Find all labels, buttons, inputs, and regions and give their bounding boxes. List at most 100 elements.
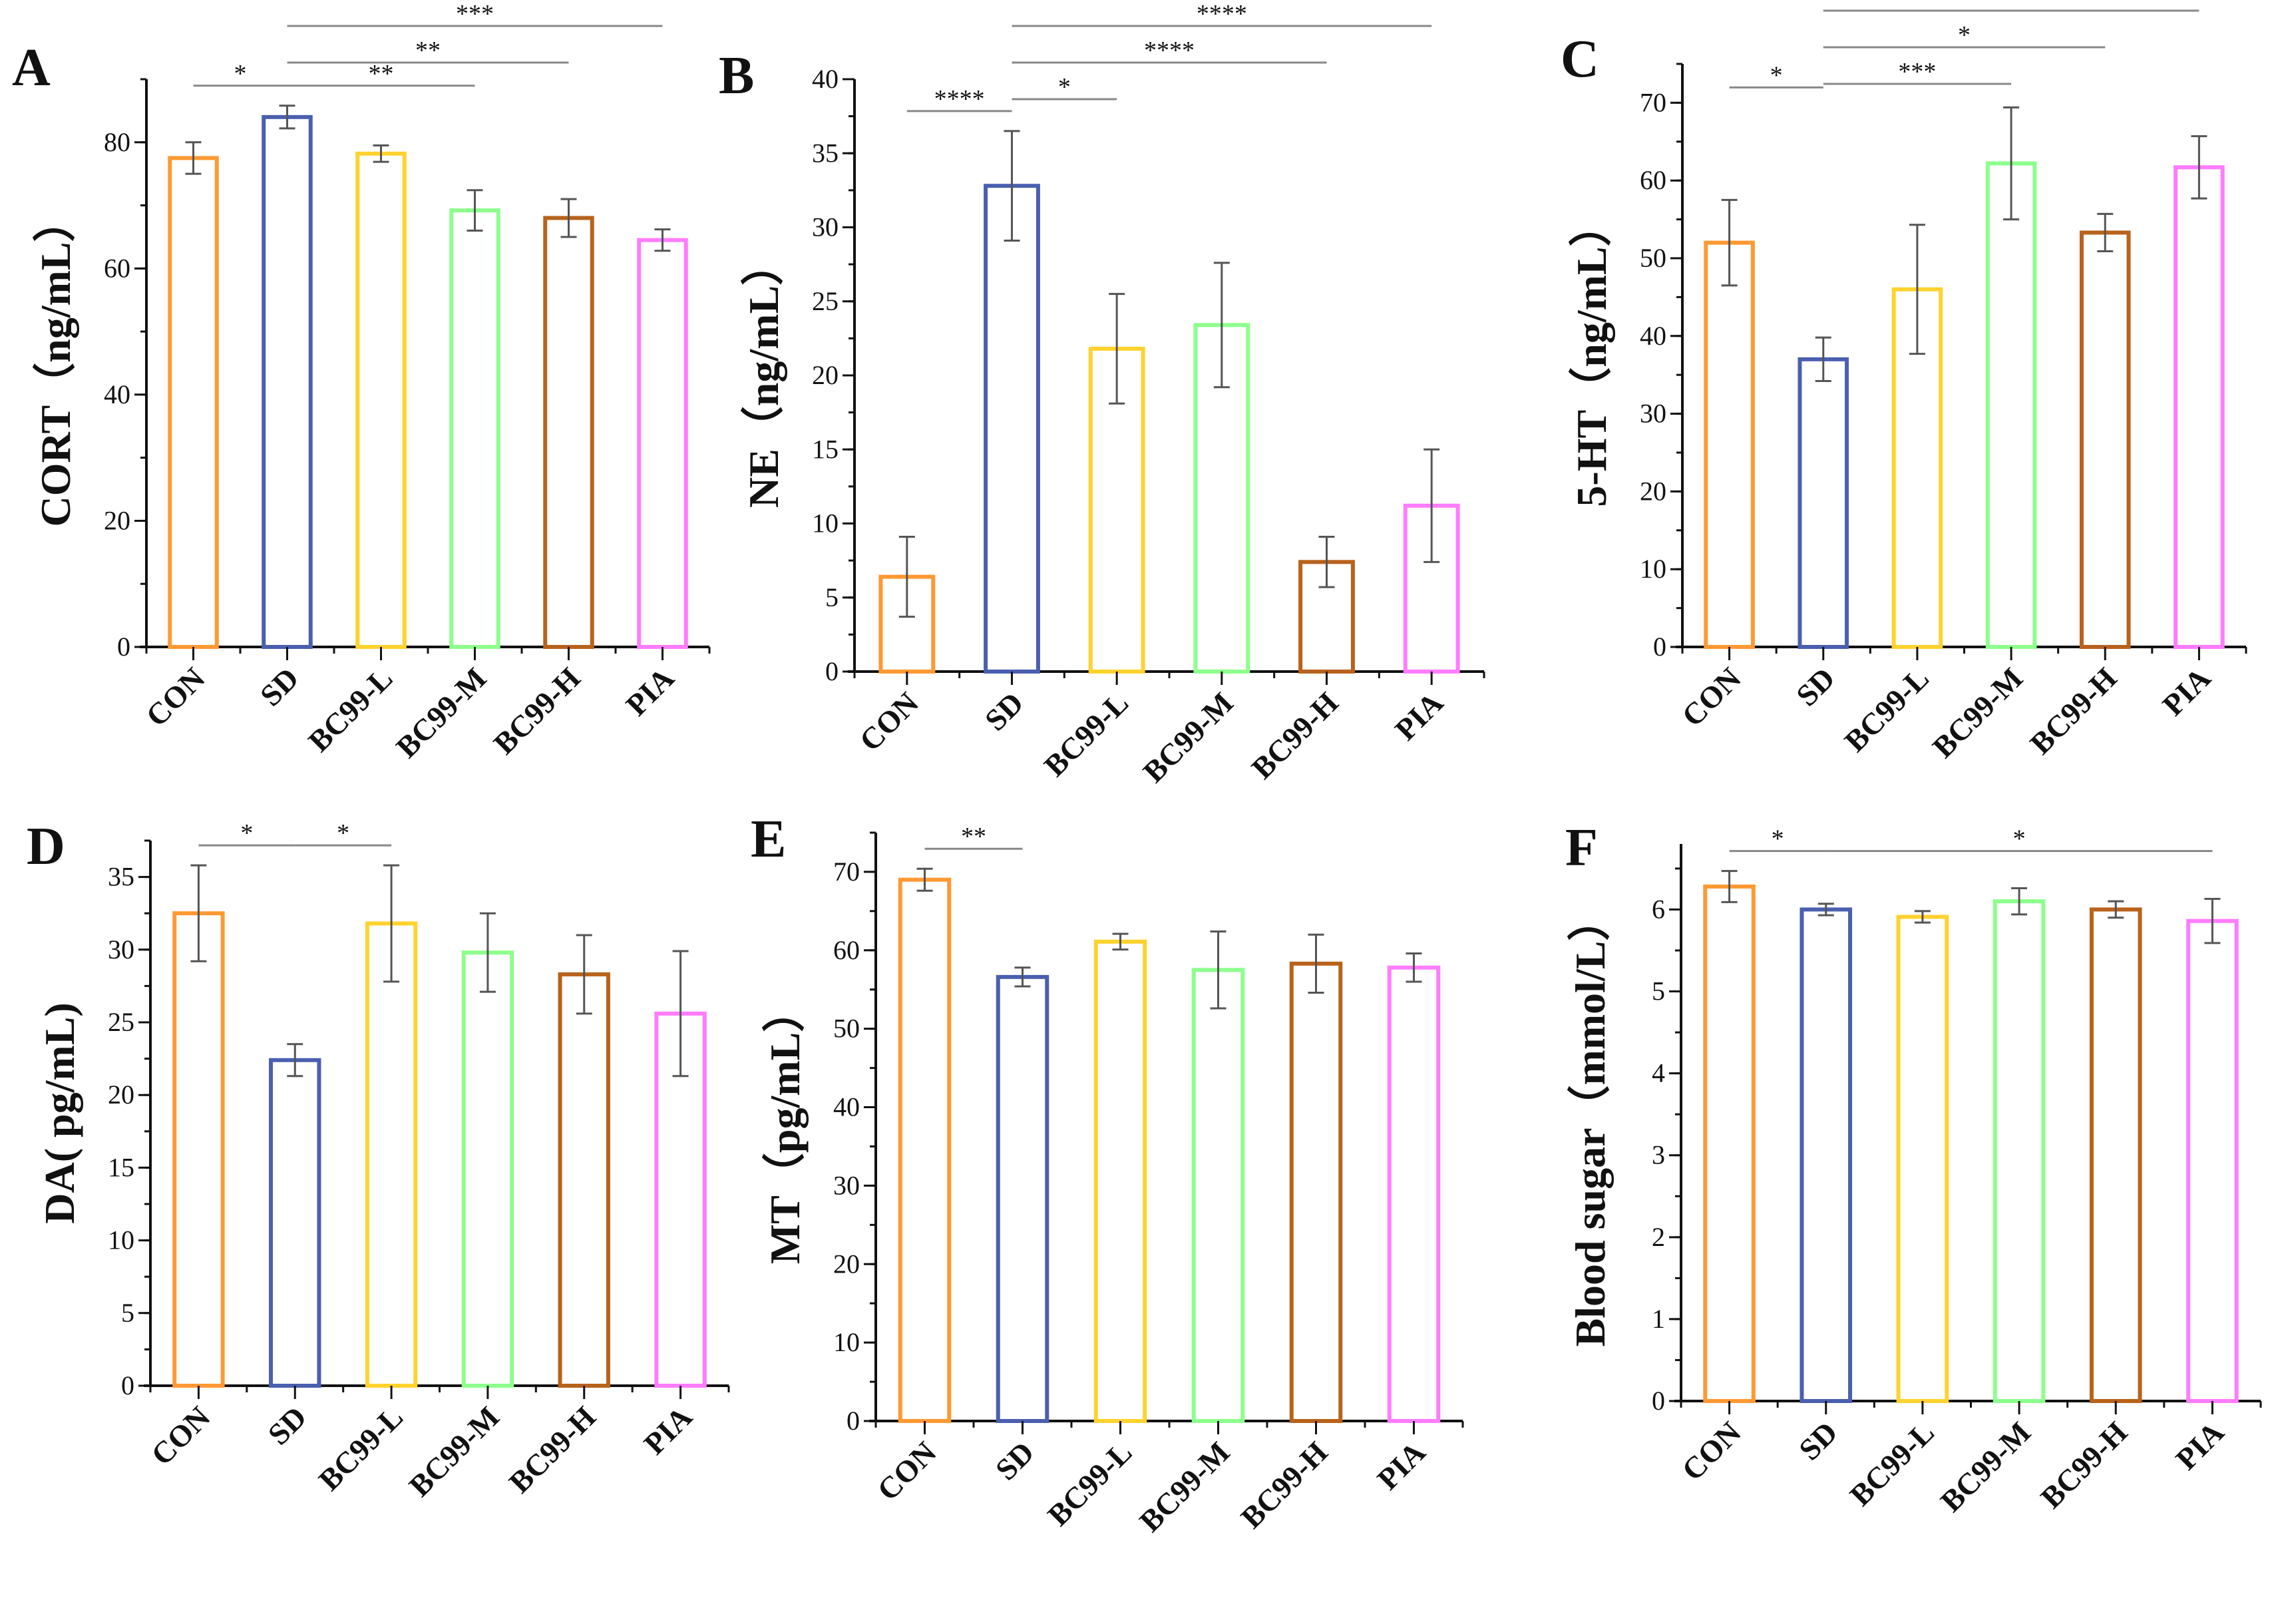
error-bar	[1308, 933, 1324, 994]
y-tick-label: 0	[825, 656, 839, 686]
significance-label: *	[240, 819, 253, 847]
significance-bracket: ***	[287, 0, 663, 28]
panel-letter: A	[12, 39, 51, 97]
y-tick-label: 60	[1640, 165, 1666, 195]
y-axis-label: CORT（ng/mL）	[32, 199, 79, 526]
bar-con	[168, 156, 219, 649]
significance-bracket: **	[924, 823, 1023, 851]
x-tick-label: BC99-H	[2023, 661, 2123, 761]
x-tick-label: SD	[989, 1435, 1041, 1487]
y-tick-label: 0	[117, 632, 130, 662]
bar-bc99-m	[449, 208, 500, 650]
significance-bracket: **	[287, 37, 569, 65]
bar-bc99-h	[2089, 907, 2142, 1403]
y-axis-label: DA( pg/mL)	[36, 1002, 83, 1223]
bar-sd	[1798, 357, 1849, 650]
y-tick-label: 40	[104, 379, 130, 409]
error-bar	[1210, 930, 1227, 1010]
x-tick-label: BC99-M	[1934, 1415, 2037, 1518]
y-axis-label: Blood sugar（mmol/L）	[1567, 899, 1614, 1347]
error-bar	[1109, 293, 1125, 405]
x-tick-label: BC99-H	[1234, 1435, 1334, 1535]
bar-pia	[2186, 918, 2239, 1403]
y-tick-label: 3	[1652, 1140, 1665, 1170]
y-axis-label: 5-HT（ng/mL）	[1568, 204, 1615, 507]
y-tick-label: 1	[1652, 1304, 1665, 1334]
bar-sd	[1800, 907, 1853, 1403]
panel-letter: D	[27, 817, 65, 876]
bar-pia	[637, 238, 688, 649]
y-tick-label: 30	[812, 212, 839, 242]
bar-sd	[262, 114, 313, 650]
x-tick-label: PIA	[638, 1400, 699, 1461]
y-tick-label: 40	[1640, 321, 1666, 351]
error-bar	[1318, 536, 1335, 588]
y-tick-label: 5	[1652, 976, 1665, 1006]
error-bar	[1721, 870, 1738, 903]
error-bar	[1914, 910, 1931, 924]
y-tick-label: 25	[812, 286, 839, 316]
panel-letter: E	[751, 810, 786, 869]
bar-bc99-h	[1289, 961, 1343, 1423]
bar-con	[172, 911, 225, 1388]
y-tick-label: 30	[833, 1170, 860, 1200]
error-bar	[560, 198, 577, 238]
significance-bracket: *	[193, 60, 287, 88]
x-tick-label: CON	[139, 661, 211, 733]
y-tick-label: 10	[833, 1327, 860, 1357]
y-tick-label: 40	[833, 1092, 860, 1122]
x-tick-label: SD	[1790, 661, 1841, 713]
x-tick-label: BC99-L	[301, 661, 399, 758]
x-tick-label: SD	[978, 686, 1030, 737]
x-tick-label: CON	[1675, 661, 1747, 733]
x-tick-label: BC99-H	[2034, 1415, 2134, 1515]
x-tick-label: PIA	[2169, 1415, 2230, 1476]
error-bar	[2108, 900, 2124, 919]
x-tick-label: BC99-L	[312, 1400, 409, 1497]
significance-bracket: *	[1729, 825, 1826, 853]
significance-bracket: ***	[1823, 0, 2199, 13]
x-tick-label: BC99-H	[502, 1400, 602, 1500]
bar-sd	[269, 1058, 321, 1388]
error-bar	[2204, 897, 2221, 944]
y-tick-label: 60	[833, 935, 860, 965]
error-bar	[2191, 135, 2207, 200]
error-bar	[185, 141, 202, 175]
significance-bracket: ****	[1012, 0, 1432, 28]
significance-label: ****	[1144, 37, 1195, 65]
bar-bc99-h	[558, 972, 610, 1388]
y-tick-label: 0	[121, 1370, 134, 1400]
significance-label: *	[1058, 73, 1071, 101]
x-tick-label: BC99-L	[1838, 661, 1935, 758]
y-tick-label: 0	[1652, 1386, 1665, 1416]
significance-label: ***	[456, 0, 494, 28]
y-tick-label: 30	[108, 934, 134, 964]
x-tick-label: SD	[262, 1400, 313, 1452]
x-tick-label: BC99-L	[1041, 1435, 1138, 1532]
panel-letter: C	[1561, 30, 1599, 89]
bar-sd	[984, 184, 1040, 674]
panel-a: A 0 20 40 60 80 CORT（ng/mL） CON SDBC99-LBC99-MBC…	[12, 0, 711, 764]
y-tick-label: 50	[1640, 243, 1666, 273]
y-tick-label: 4	[1652, 1058, 1665, 1088]
x-tick-label: BC99-M	[1926, 661, 2029, 764]
significance-bracket: *	[1825, 825, 2213, 853]
bar-con	[1704, 240, 1755, 649]
y-tick-label: 30	[1640, 399, 1666, 429]
y-tick-label: 25	[108, 1007, 134, 1037]
significance-bracket: *	[198, 819, 295, 847]
significance-bracket: ****	[1012, 37, 1327, 65]
y-tick-label: 20	[108, 1080, 134, 1110]
error-bar	[1909, 224, 1925, 355]
error-bar	[1406, 952, 1422, 983]
y-tick-label: 5	[121, 1298, 134, 1328]
x-tick-label: BC99-M	[1133, 1435, 1236, 1538]
panel-letter: B	[719, 47, 754, 105]
x-tick-label: BC99-H	[487, 661, 587, 761]
x-tick-label: BC99-H	[1245, 686, 1345, 785]
y-axis-label: MT（pg/mL）	[761, 990, 809, 1264]
x-tick-label: PIA	[1370, 1435, 1431, 1496]
